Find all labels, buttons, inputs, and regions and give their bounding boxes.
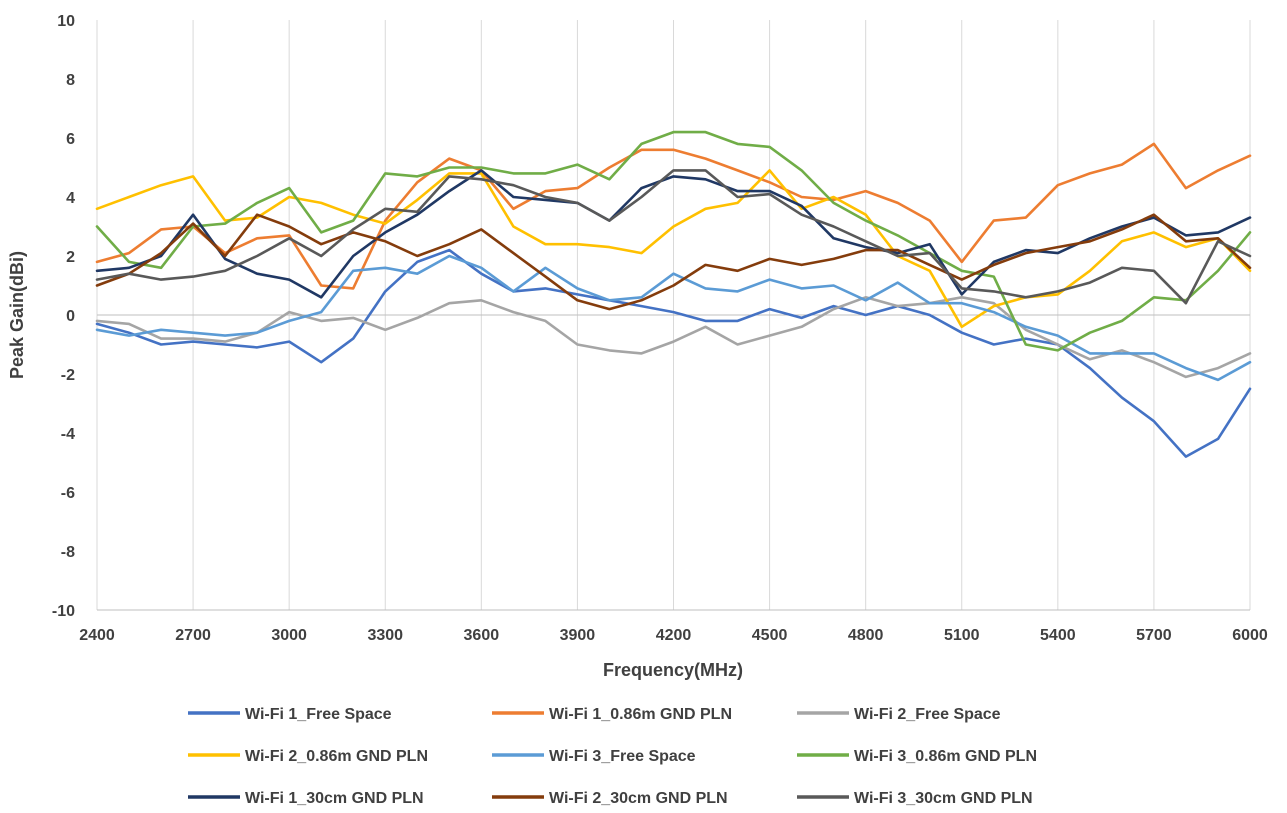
series-line-5 xyxy=(95,254,1252,382)
legend-label-5: Wi-Fi 3_Free Space xyxy=(549,748,696,765)
legend-label-3: Wi-Fi 2_Free Space xyxy=(854,706,1001,723)
y-tick-label-3: -4 xyxy=(61,426,75,443)
legend-label-1: Wi-Fi 1_Free Space xyxy=(245,706,392,723)
legend-label-6: Wi-Fi 3_0.86m GND PLN xyxy=(854,748,1037,765)
y-tick-label-0: -10 xyxy=(52,603,75,620)
y-tick-label-8: 6 xyxy=(66,131,75,148)
legend-label-2: Wi-Fi 1_0.86m GND PLN xyxy=(549,706,732,723)
x-tick-label-11: 5700 xyxy=(1136,627,1172,644)
x-tick-label-3: 3300 xyxy=(367,627,403,644)
series-line-9 xyxy=(95,169,1252,305)
tick-labels: 2400 2700 3000 3300 3600 3900 4200 4500 4800 5100… xyxy=(52,13,1268,644)
x-tick-label-0: 2400 xyxy=(79,627,115,644)
legend-label-8: Wi-Fi 2_30cm GND PLN xyxy=(549,790,728,807)
y-tick-label-10: 10 xyxy=(57,13,75,30)
y-tick-label-4: -2 xyxy=(61,367,75,384)
y-tick-label-7: 4 xyxy=(66,190,75,207)
series-line-6 xyxy=(95,130,1252,352)
legend: Wi-Fi 1_Free Space Wi-Fi 1_0.86m GND PLN W… xyxy=(188,706,1037,807)
x-tick-label-7: 4500 xyxy=(752,627,788,644)
x-tick-label-4: 3600 xyxy=(464,627,500,644)
y-tick-label-9: 8 xyxy=(66,72,75,89)
y-axis-title: Peak Gain(dBi) xyxy=(7,251,27,379)
x-axis-title: Frequency(MHz) xyxy=(603,660,743,680)
x-tick-label-12: 6000 xyxy=(1232,627,1268,644)
x-tick-label-8: 4800 xyxy=(848,627,884,644)
x-tick-label-2: 3000 xyxy=(271,627,307,644)
series-line-4 xyxy=(95,169,1252,329)
y-tick-label-1: -8 xyxy=(61,544,75,561)
x-tick-label-1: 2700 xyxy=(175,627,211,644)
x-tick-label-10: 5400 xyxy=(1040,627,1076,644)
legend-label-4: Wi-Fi 2_0.86m GND PLN xyxy=(245,748,428,765)
x-tick-label-9: 5100 xyxy=(944,627,980,644)
y-tick-label-2: -6 xyxy=(61,485,75,502)
legend-label-7: Wi-Fi 1_30cm GND PLN xyxy=(245,790,424,807)
series-line-2 xyxy=(95,142,1252,290)
legend-label-9: Wi-Fi 3_30cm GND PLN xyxy=(854,790,1033,807)
series-line-3 xyxy=(95,295,1252,379)
x-tick-label-6: 4200 xyxy=(656,627,692,644)
plot-area xyxy=(95,130,1252,458)
series-line-7 xyxy=(95,169,1252,299)
x-tick-label-5: 3900 xyxy=(560,627,596,644)
series-line-8 xyxy=(95,213,1252,311)
y-tick-label-5: 0 xyxy=(66,308,75,325)
y-tick-label-6: 2 xyxy=(66,249,75,266)
axes xyxy=(97,314,1250,611)
